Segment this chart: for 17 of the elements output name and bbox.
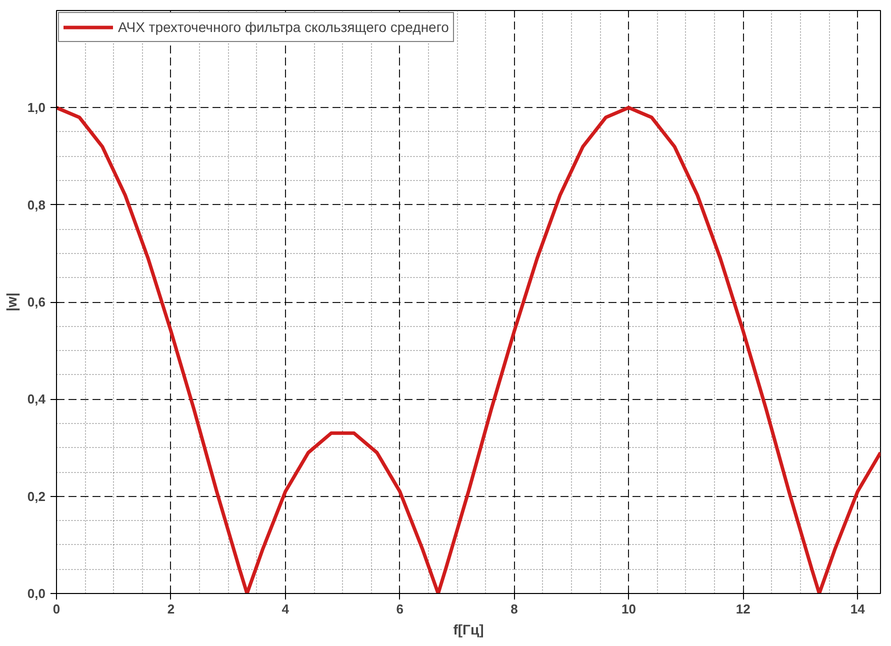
y-tick-label: 0,8 — [27, 197, 46, 212]
x-tick-label: 2 — [167, 602, 175, 616]
y-tick-label: 0,2 — [27, 488, 46, 504]
x-tick-label: 12 — [736, 602, 750, 616]
y-tick-label: 0,6 — [27, 294, 46, 310]
y-tick-label: 0,0 — [27, 586, 46, 601]
x-tick-label: 0 — [52, 602, 60, 616]
x-axis-title: f[Гц] — [453, 622, 484, 638]
x-tick-label: 10 — [621, 602, 636, 616]
x-tick-label: 14 — [850, 602, 866, 616]
y-axis-title: |w| — [3, 292, 20, 312]
legend-label: АЧХ трехточечного фильтра скользящего среднего — [118, 19, 449, 35]
x-tick-label: 6 — [396, 602, 404, 616]
x-tick-label: 4 — [282, 602, 290, 616]
y-tick-label: 1,0 — [27, 100, 46, 116]
y-tick-label: 0,4 — [27, 392, 46, 407]
x-tick-label: 8 — [510, 602, 518, 616]
